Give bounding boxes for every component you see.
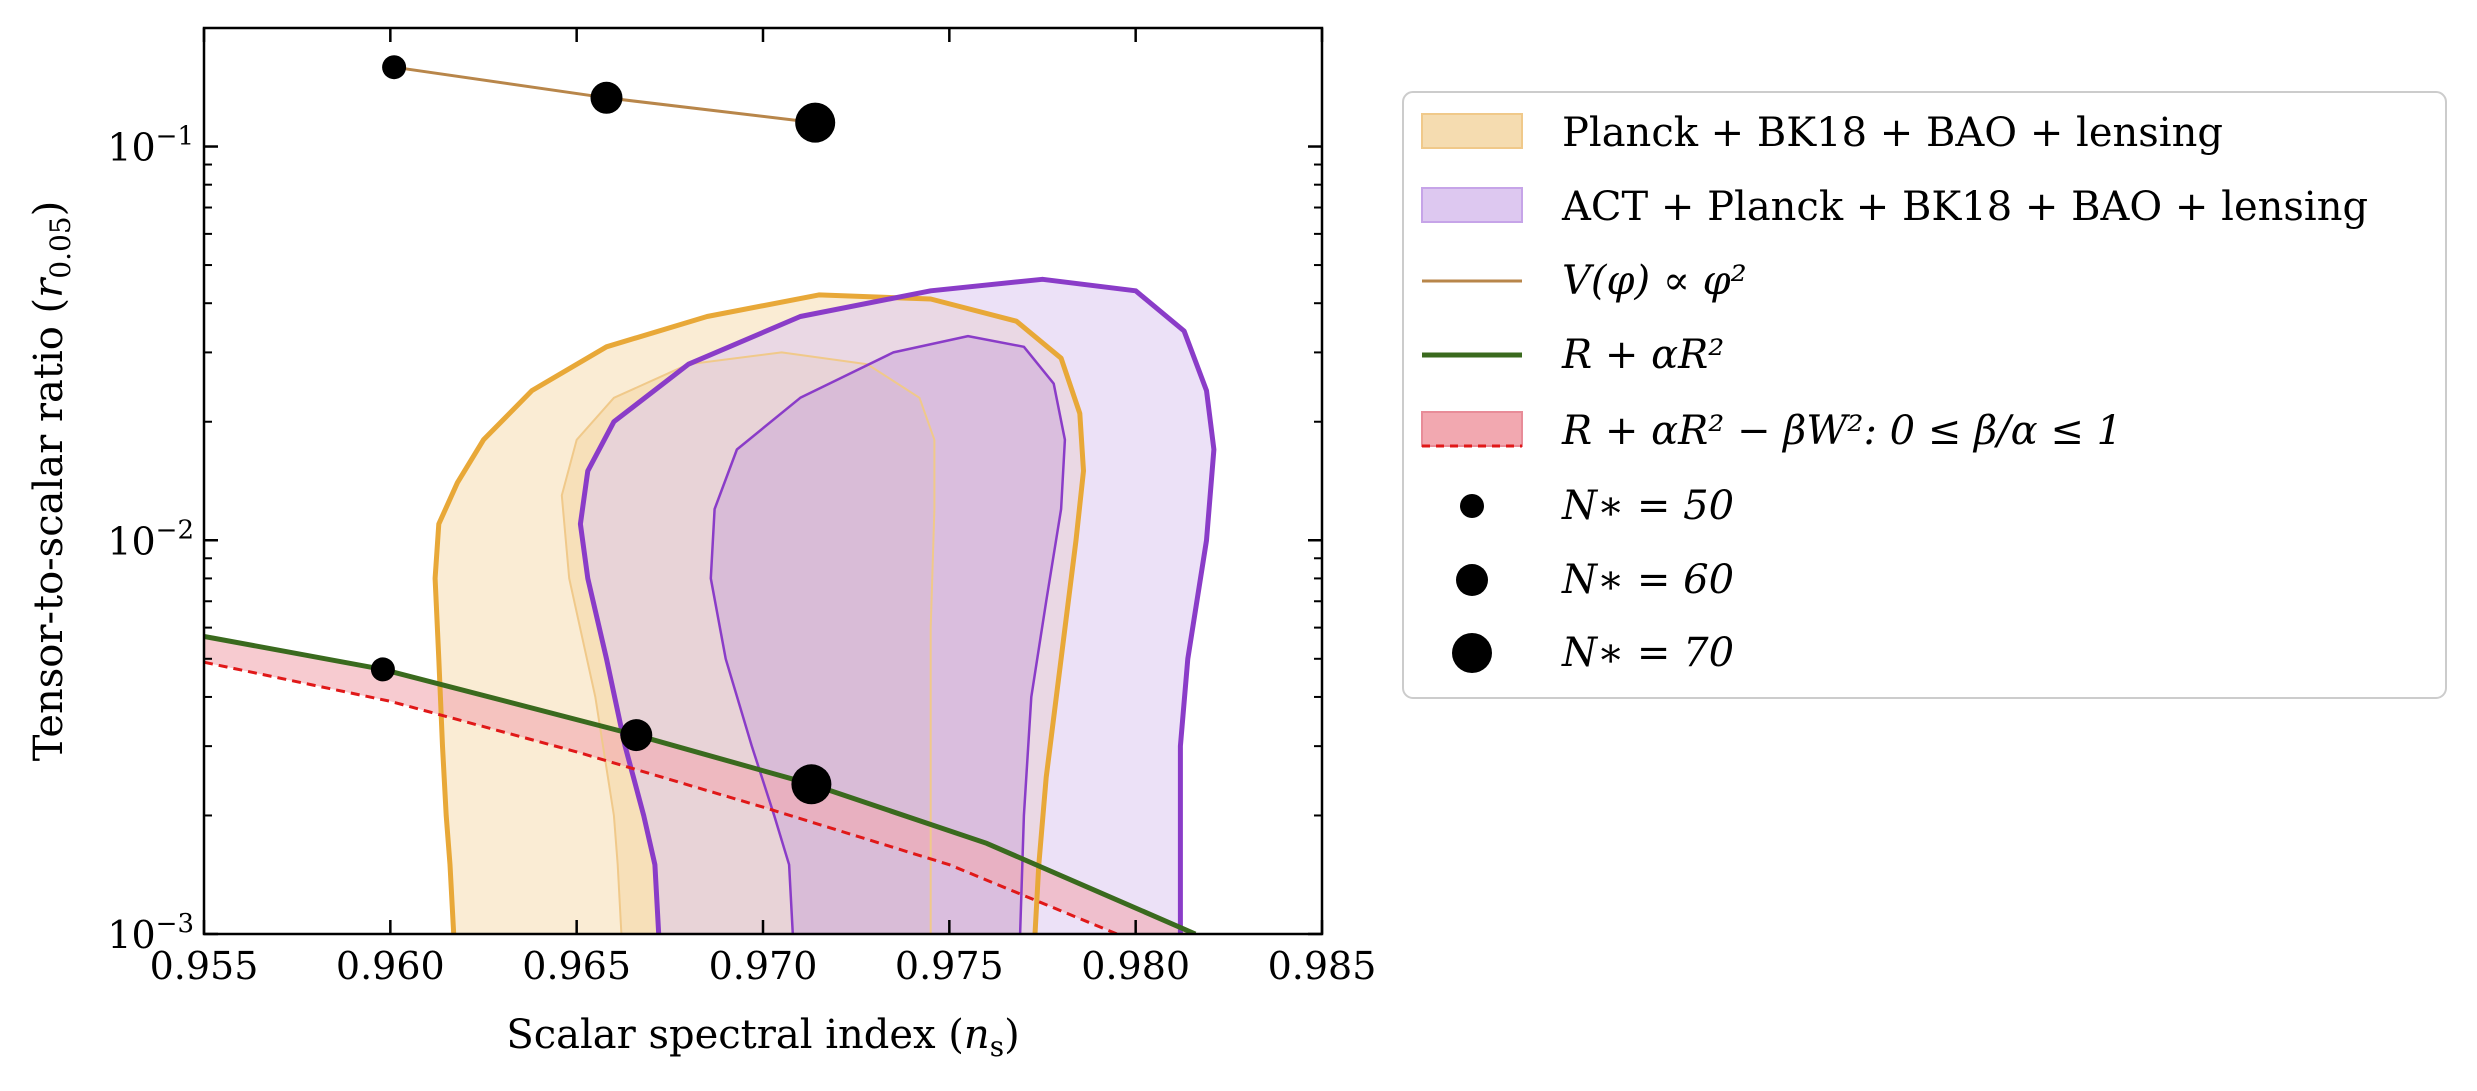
legend-label-phi2: V(φ) ∝ φ²	[1562, 258, 1747, 304]
legend-label-n60: N∗ = 60	[1561, 557, 1734, 603]
x-tick-label: 0.970	[709, 944, 818, 988]
legend-swatch-weyl	[1421, 411, 1523, 447]
legend: Planck + BK18 + BAO + lensing ACT + Plan…	[1402, 91, 2447, 699]
x-axis-label: Scalar spectral index (ns)	[506, 1012, 1019, 1063]
legend-label-n70: N∗ = 70	[1561, 630, 1734, 676]
legend-swatch-act	[1421, 187, 1523, 223]
x-tick-label: 0.980	[1081, 944, 1190, 988]
y-axis-label: Tensor-to-scalar ratio (r0.05)	[26, 201, 77, 762]
legend-marker-n60	[1456, 564, 1488, 596]
starobinsky-line	[204, 633, 1197, 934]
x-tick-label: 0.955	[150, 944, 259, 988]
legend-label-n50: N∗ = 50	[1561, 483, 1734, 529]
weyl-lower-line	[204, 660, 1118, 934]
legend-swatch-planck	[1421, 113, 1523, 149]
act-68-contour	[709, 334, 1067, 934]
x-tick-label: 0.985	[1268, 944, 1377, 988]
legend-label-weyl: R + αR² − βW²: 0 ≤ β/α ≤ 1	[1561, 408, 2122, 454]
legend-marker-n50	[1460, 494, 1484, 518]
efold-marker-r2-n50	[370, 657, 395, 682]
efold-marker-r2-n60	[620, 719, 653, 752]
y-tick-label: 10−3	[107, 909, 194, 957]
act-95-contour	[577, 276, 1217, 934]
y-tick-label: 10−1	[107, 122, 194, 170]
efold-marker-phi2-n60	[590, 81, 623, 114]
planck-95-contour	[432, 292, 1086, 934]
x-tick-label: 0.975	[895, 944, 1004, 988]
legend-frame	[1402, 91, 2447, 699]
legend-marker-n70	[1452, 633, 1492, 673]
legend-label-starobinsky: R + αR²	[1561, 332, 1724, 378]
legend-label-planck: Planck + BK18 + BAO + lensing	[1562, 110, 2223, 156]
y-tick-label: 10−2	[107, 515, 194, 563]
x-tick-label: 0.965	[522, 944, 631, 988]
efold-marker-phi2-n50	[382, 55, 407, 80]
efold-marker-phi2-n70	[795, 102, 836, 143]
efold-marker-r2-n70	[791, 764, 832, 805]
legend-label-act: ACT + Planck + BK18 + BAO + lensing	[1561, 184, 2368, 230]
weyl-band-fill	[204, 636, 1196, 934]
x-tick-label: 0.960	[336, 944, 445, 988]
